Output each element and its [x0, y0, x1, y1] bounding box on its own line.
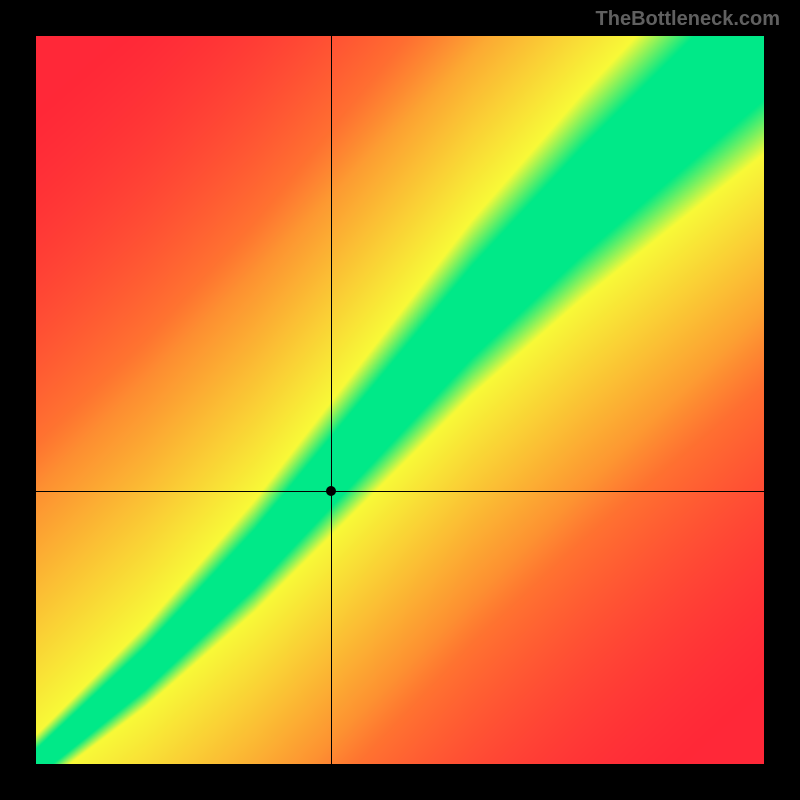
- heatmap-canvas: [36, 36, 764, 764]
- crosshair-vertical: [331, 36, 332, 764]
- bottleneck-heatmap: [36, 36, 764, 764]
- watermark-text: TheBottleneck.com: [596, 8, 780, 31]
- crosshair-horizontal: [36, 491, 764, 492]
- marker-dot: [326, 486, 336, 496]
